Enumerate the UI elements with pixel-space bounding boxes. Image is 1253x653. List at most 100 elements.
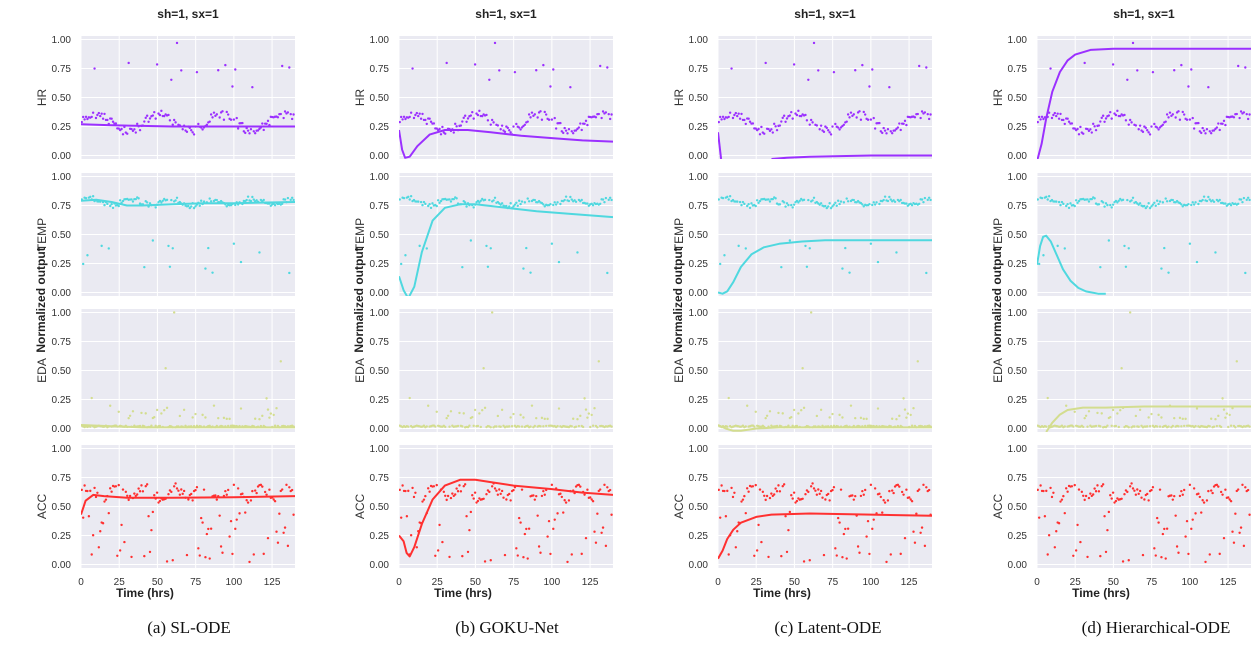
data-point xyxy=(1083,61,1086,65)
data-point xyxy=(148,202,152,205)
data-point xyxy=(192,133,196,136)
data-point xyxy=(133,492,136,495)
data-point xyxy=(539,110,542,113)
data-point xyxy=(275,407,278,410)
data-point xyxy=(516,554,519,557)
data-point xyxy=(841,416,844,419)
y-axis-label: Normalized output xyxy=(671,247,685,352)
data-point xyxy=(414,113,417,117)
y-tick-label: 0.75 xyxy=(52,201,72,212)
y-tick-label: 0.50 xyxy=(689,230,709,241)
data-point xyxy=(764,498,767,502)
y-tick-label: 0.25 xyxy=(370,395,390,406)
data-point xyxy=(1103,205,1106,208)
data-point xyxy=(838,128,841,131)
data-point xyxy=(1165,200,1169,203)
data-point xyxy=(1064,487,1068,490)
data-point xyxy=(188,206,192,210)
data-point xyxy=(143,554,146,558)
caption-b: (b) GOKU-Net xyxy=(455,618,559,637)
data-point xyxy=(727,198,730,201)
chart-panel-3: sh=1, sx=10.000.250.500.751.00HR0.000.25… xyxy=(990,7,1251,600)
data-point xyxy=(404,254,407,257)
data-point xyxy=(91,195,95,198)
data-point xyxy=(108,487,112,490)
y-tick-label: 1.00 xyxy=(52,172,72,183)
data-point xyxy=(526,197,529,200)
data-point xyxy=(885,132,888,135)
data-point xyxy=(1121,198,1125,202)
data-point xyxy=(564,195,568,198)
chart-title: sh=1, sx=1 xyxy=(794,7,856,21)
data-point xyxy=(251,86,254,89)
data-point xyxy=(1066,490,1069,493)
data-point xyxy=(473,63,477,66)
data-point xyxy=(768,129,772,133)
data-point xyxy=(812,487,816,490)
data-point xyxy=(84,115,88,119)
data-point xyxy=(748,120,752,123)
data-point xyxy=(898,122,901,125)
data-point xyxy=(1123,493,1126,496)
data-point xyxy=(768,410,772,413)
data-point xyxy=(1165,113,1169,116)
data-point xyxy=(261,414,264,418)
data-point xyxy=(93,67,96,70)
x-tick-label: 0 xyxy=(396,577,402,588)
data-point xyxy=(466,550,470,554)
y-tick-label: 0.75 xyxy=(370,473,390,484)
data-point xyxy=(1146,492,1149,496)
data-point xyxy=(131,410,135,413)
data-point xyxy=(165,406,169,410)
data-point xyxy=(1164,557,1167,560)
y-tick-label: 0.00 xyxy=(370,424,390,435)
data-point xyxy=(782,201,786,204)
data-point xyxy=(160,412,163,415)
data-point xyxy=(140,484,143,487)
data-point xyxy=(854,494,857,498)
data-point xyxy=(171,559,174,562)
data-point xyxy=(926,112,929,116)
data-point xyxy=(852,113,856,116)
data-point xyxy=(574,425,578,428)
data-point xyxy=(757,201,760,205)
data-point xyxy=(157,501,160,504)
data-point xyxy=(408,198,411,201)
data-point xyxy=(229,519,233,523)
y-tick-label: 0.50 xyxy=(1008,366,1028,377)
data-point xyxy=(236,127,240,130)
data-point xyxy=(434,554,437,557)
data-point xyxy=(124,490,128,494)
data-point xyxy=(1037,516,1041,519)
data-point xyxy=(888,195,891,199)
data-point xyxy=(593,407,596,410)
data-point xyxy=(845,120,848,123)
data-point xyxy=(594,116,598,119)
data-point xyxy=(127,416,130,420)
data-point xyxy=(168,119,172,122)
data-point xyxy=(488,490,491,494)
data-point xyxy=(849,404,853,407)
data-point xyxy=(405,515,409,518)
data-point xyxy=(479,425,482,429)
data-point xyxy=(288,486,291,489)
data-point xyxy=(207,246,210,250)
data-point xyxy=(1239,110,1243,113)
data-point xyxy=(1111,203,1115,206)
data-point xyxy=(459,124,463,127)
data-point xyxy=(583,122,586,125)
data-point xyxy=(608,196,612,200)
data-point xyxy=(765,414,769,417)
y-tick-label: 1.00 xyxy=(52,308,72,319)
data-point xyxy=(882,126,885,130)
data-point xyxy=(736,114,739,118)
channel-label-eda: EDA xyxy=(35,358,49,383)
data-point xyxy=(800,114,803,118)
data-point xyxy=(1109,203,1112,207)
y-tick-label: 1.00 xyxy=(689,444,709,455)
data-point xyxy=(834,122,837,126)
data-point xyxy=(1147,499,1150,502)
data-point xyxy=(289,198,292,202)
data-point xyxy=(910,424,914,427)
x-tick-label: 100 xyxy=(544,577,561,588)
